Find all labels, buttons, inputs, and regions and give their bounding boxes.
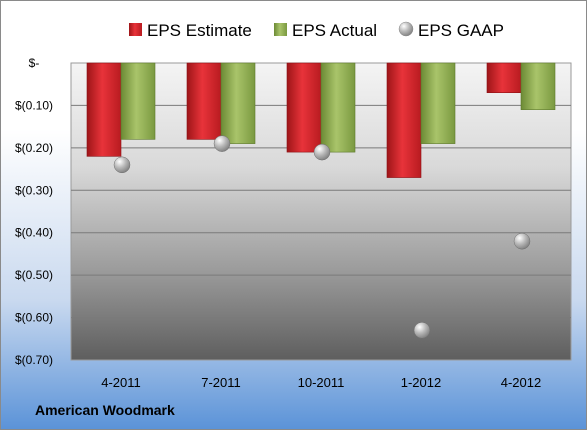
y-tick-label: $(0.30) (15, 183, 53, 197)
bar-eps-actual (120, 62, 156, 140)
legend-label-gaap: EPS GAAP (418, 21, 504, 40)
point-eps-gaap (213, 135, 231, 152)
y-tick-label: $(0.20) (15, 141, 53, 155)
y-tick-label: $- (29, 56, 40, 70)
x-tick-label: 7-2011 (201, 375, 241, 390)
legend-item-estimate: EPS Estimate (129, 21, 252, 40)
legend-swatch-estimate (129, 23, 142, 36)
legend-label-actual: EPS Actual (292, 21, 377, 40)
bar-eps-estimate (186, 62, 222, 140)
x-tick-label: 4-2012 (501, 375, 541, 390)
y-tick-label: $(0.60) (15, 311, 53, 325)
y-tick-label: $(0.70) (15, 353, 53, 367)
bar-eps-actual (420, 62, 456, 144)
point-eps-gaap (313, 143, 331, 161)
point-eps-gaap (513, 232, 531, 250)
legend: EPS Estimate EPS Actual EPS GAAP (129, 21, 504, 40)
bars (86, 62, 556, 178)
y-tick-label: $(0.40) (15, 226, 53, 240)
legend-item-actual: EPS Actual (274, 21, 377, 40)
x-tick-label: 4-2011 (101, 375, 141, 390)
x-tick-label: 1-2012 (401, 375, 441, 390)
bar-eps-estimate (486, 62, 522, 94)
gaap-points (113, 135, 531, 339)
x-tick-label: 10-2011 (298, 375, 345, 390)
y-axis: $- $(0.10) $(0.20) $(0.30) $(0.40) $(0.50) $(0… (15, 56, 53, 367)
legend-marker-gaap (398, 21, 414, 37)
point-eps-gaap (113, 156, 131, 174)
bar-eps-estimate (286, 62, 322, 153)
legend-label-estimate: EPS Estimate (147, 21, 252, 40)
bar-eps-estimate (386, 62, 422, 178)
point-eps-gaap (413, 322, 431, 339)
bar-eps-actual (520, 62, 556, 110)
y-tick-label: $(0.10) (15, 98, 53, 112)
bar-eps-actual (220, 62, 256, 144)
company-name: American Woodmark (35, 402, 175, 418)
y-tick-label: $(0.50) (15, 268, 53, 282)
legend-item-gaap: EPS GAAP (398, 21, 504, 40)
bar-eps-estimate (86, 62, 122, 157)
legend-swatch-actual (274, 23, 287, 36)
bar-eps-actual (320, 62, 356, 153)
x-axis: 4-2011 7-2011 10-2011 1-2012 4-2012 (101, 375, 541, 390)
